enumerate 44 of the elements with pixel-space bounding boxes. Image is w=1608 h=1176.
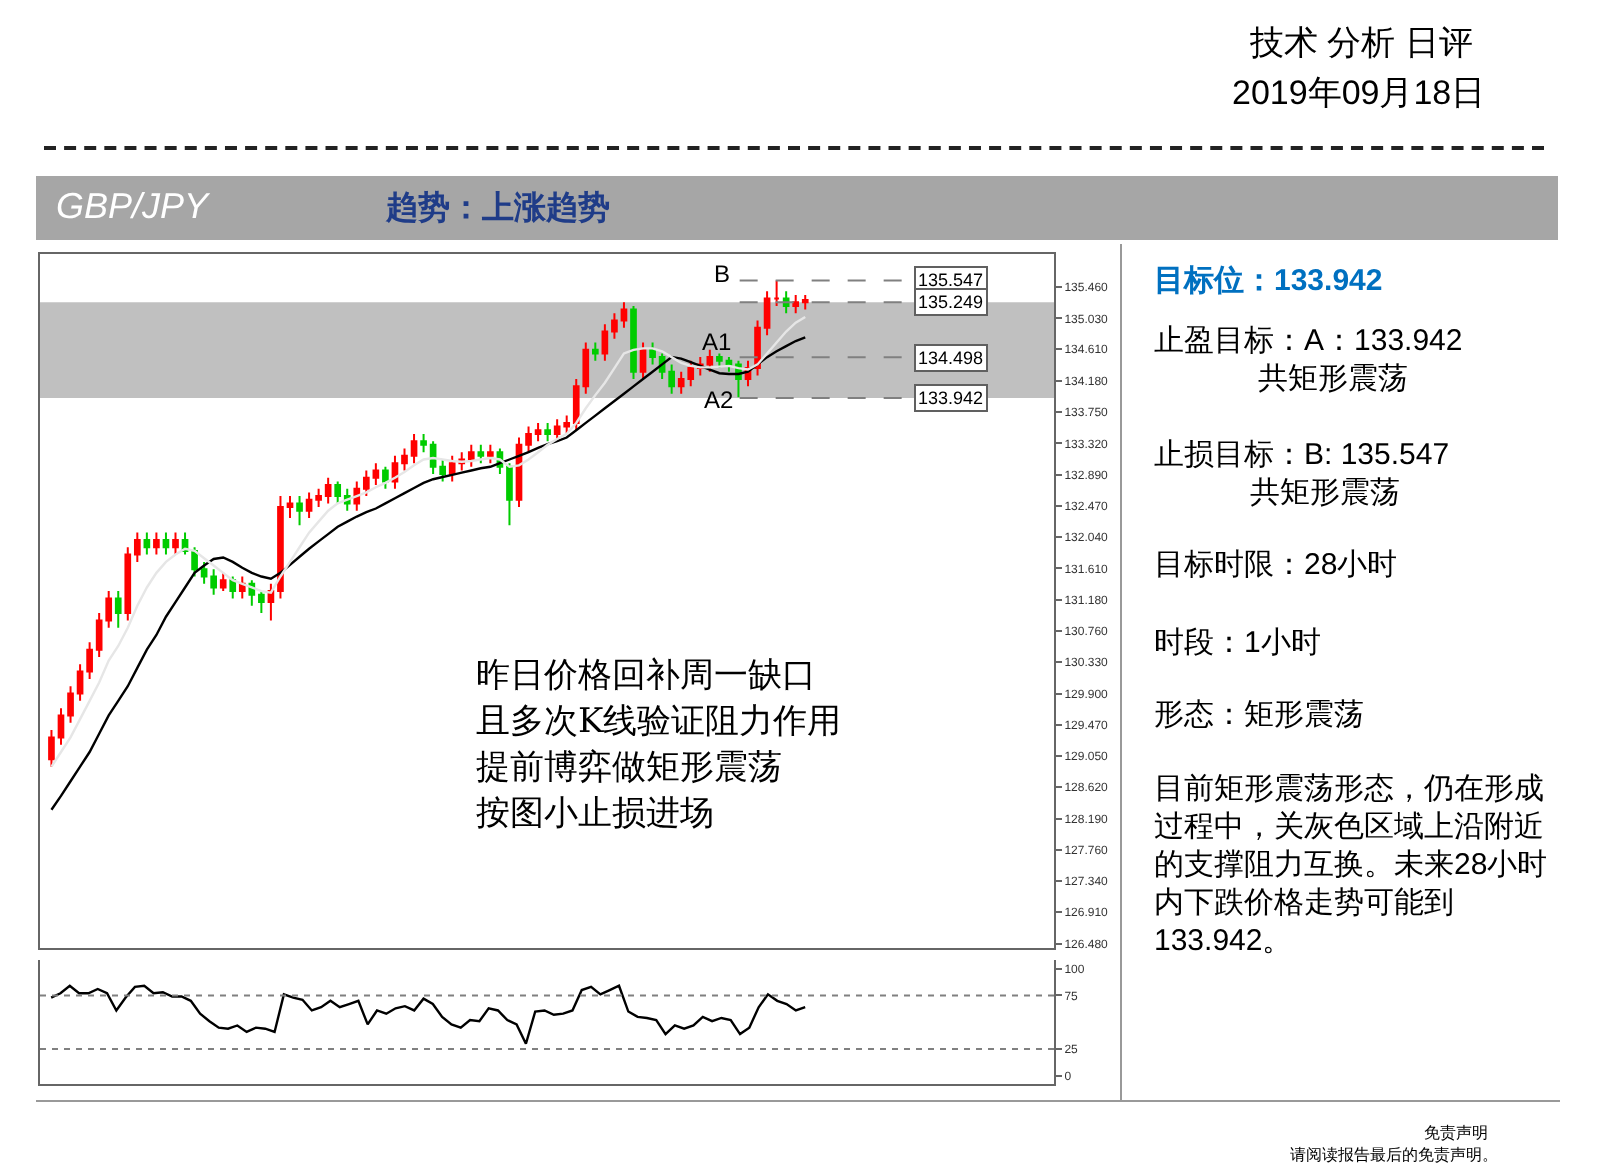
text: 共矩形震荡 xyxy=(1258,360,1408,398)
candlestick xyxy=(229,575,237,600)
text: 止盈目标：A：133.942 xyxy=(1154,322,1463,360)
candlestick xyxy=(382,465,389,490)
text: 目标位：133.942 xyxy=(1154,262,1383,300)
ref-line-label: 134.498 xyxy=(918,348,984,368)
chart-subtitle: 趋势：上涨趋势 xyxy=(386,188,610,230)
ref-line-label: 133.942 xyxy=(918,388,984,408)
candlestick xyxy=(114,590,122,629)
candlestick xyxy=(143,531,151,556)
candlestick xyxy=(592,341,599,362)
text: 止损目标：B: 135.547 xyxy=(1154,436,1450,474)
candlestick xyxy=(172,531,179,556)
candlestick xyxy=(296,495,303,527)
text: 目前矩形震荡形态，仍在形成过程中，关灰色区域上沿附近的支撑阻力互换。未来28小时内下跌价格走势可能到133.942。 xyxy=(1154,770,1550,960)
text: 请阅读报告最后的免责声明。 xyxy=(1290,1144,1498,1166)
line-series xyxy=(49,984,807,1045)
candlestick xyxy=(773,279,780,307)
chart-title: GBP/JPY xyxy=(56,186,209,228)
text: 时段：1小时 xyxy=(1154,624,1321,662)
candlestick xyxy=(162,531,170,556)
annotation: 且多次K线验证阻力作用 xyxy=(476,700,842,744)
text: 免责声明 xyxy=(1424,1122,1488,1144)
candlestick xyxy=(238,575,246,600)
text: 技术 分析 日评 xyxy=(1250,22,1473,66)
candlestick xyxy=(639,341,647,381)
text: 目标时限：28小时 xyxy=(1154,546,1398,584)
annotation: A1 xyxy=(702,328,732,356)
candlestick xyxy=(477,443,485,465)
annotation: B xyxy=(714,260,731,288)
annotation: 提前博弈做矩形震荡 xyxy=(476,746,782,790)
annotation: A2 xyxy=(704,386,734,414)
candlestick xyxy=(487,443,494,465)
candlestick xyxy=(219,571,227,593)
text: 2019年09月18日 xyxy=(1232,72,1486,116)
ref-line-label: 135.547 xyxy=(918,270,984,290)
text: 共矩形震荡 xyxy=(1250,474,1400,512)
candlestick xyxy=(153,531,160,556)
ref-line-label: 135.249 xyxy=(918,292,984,312)
candlestick xyxy=(630,304,637,381)
annotation: 昨日价格回补周一缺口 xyxy=(476,654,816,698)
annotation: 按图小止损进场 xyxy=(476,792,714,836)
candlestick xyxy=(544,421,551,443)
text: 形态：矩形震荡 xyxy=(1154,696,1364,734)
